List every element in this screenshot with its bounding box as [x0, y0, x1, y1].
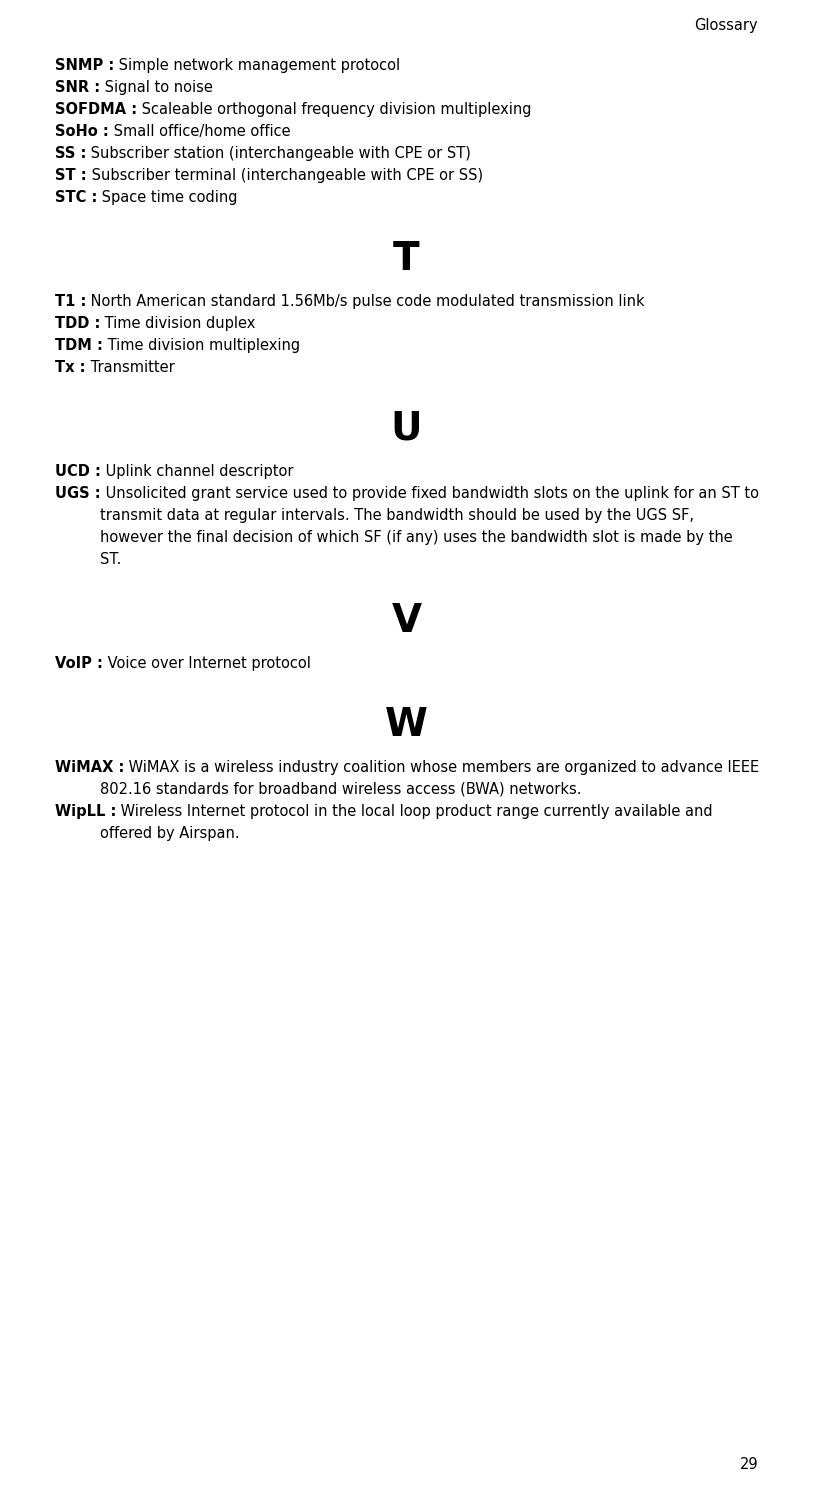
Text: Subscriber station (interchangeable with CPE or ST): Subscriber station (interchangeable with… — [86, 146, 472, 161]
Text: SNMP :: SNMP : — [55, 58, 115, 73]
Text: Tx :: Tx : — [55, 360, 85, 374]
Text: TDD :: TDD : — [55, 316, 100, 331]
Text: Space time coding: Space time coding — [98, 189, 238, 204]
Text: Transmitter: Transmitter — [85, 360, 174, 374]
Text: WiMAX :: WiMAX : — [55, 759, 124, 774]
Text: Signal to noise: Signal to noise — [100, 81, 213, 95]
Text: Unsolicited grant service used to provide fixed bandwidth slots on the uplink fo: Unsolicited grant service used to provid… — [101, 486, 759, 501]
Text: Glossary: Glossary — [694, 18, 758, 33]
Text: Time division multiplexing: Time division multiplexing — [103, 339, 300, 354]
Text: UGS :: UGS : — [55, 486, 101, 501]
Text: Voice over Internet protocol: Voice over Internet protocol — [103, 656, 311, 671]
Text: VoIP :: VoIP : — [55, 656, 103, 671]
Text: Small office/home office: Small office/home office — [109, 124, 290, 139]
Text: Subscriber terminal (interchangeable with CPE or SS): Subscriber terminal (interchangeable wit… — [87, 169, 483, 184]
Text: UCD :: UCD : — [55, 464, 101, 479]
Text: Simple network management protocol: Simple network management protocol — [115, 58, 400, 73]
Text: U: U — [391, 410, 422, 448]
Text: Uplink channel descriptor: Uplink channel descriptor — [101, 464, 293, 479]
Text: W: W — [385, 706, 428, 745]
Text: Wireless Internet protocol in the local loop product range currently available a: Wireless Internet protocol in the local … — [116, 804, 713, 819]
Text: ST.: ST. — [100, 552, 121, 567]
Text: TDM :: TDM : — [55, 339, 103, 354]
Text: WiMAX is a wireless industry coalition whose members are organized to advance IE: WiMAX is a wireless industry coalition w… — [124, 759, 759, 774]
Text: T1 :: T1 : — [55, 294, 86, 309]
Text: 29: 29 — [739, 1458, 758, 1473]
Text: Scaleable orthogonal frequency division multiplexing: Scaleable orthogonal frequency division … — [137, 101, 532, 116]
Text: SOFDMA :: SOFDMA : — [55, 101, 137, 116]
Text: SNR :: SNR : — [55, 81, 100, 95]
Text: 802.16 standards for broadband wireless access (BWA) networks.: 802.16 standards for broadband wireless … — [100, 782, 581, 797]
Text: transmit data at regular intervals. The bandwidth should be used by the UGS SF,: transmit data at regular intervals. The … — [100, 507, 694, 524]
Text: however the final decision of which SF (if any) uses the bandwidth slot is made : however the final decision of which SF (… — [100, 530, 733, 545]
Text: WipLL :: WipLL : — [55, 804, 116, 819]
Text: SS :: SS : — [55, 146, 86, 161]
Text: STC :: STC : — [55, 189, 98, 204]
Text: Time division duplex: Time division duplex — [100, 316, 256, 331]
Text: offered by Airspan.: offered by Airspan. — [100, 827, 240, 841]
Text: T: T — [393, 240, 420, 278]
Text: V: V — [391, 601, 422, 640]
Text: SoHo :: SoHo : — [55, 124, 109, 139]
Text: ST :: ST : — [55, 169, 87, 184]
Text: North American standard 1.56Mb/s pulse code modulated transmission link: North American standard 1.56Mb/s pulse c… — [86, 294, 645, 309]
